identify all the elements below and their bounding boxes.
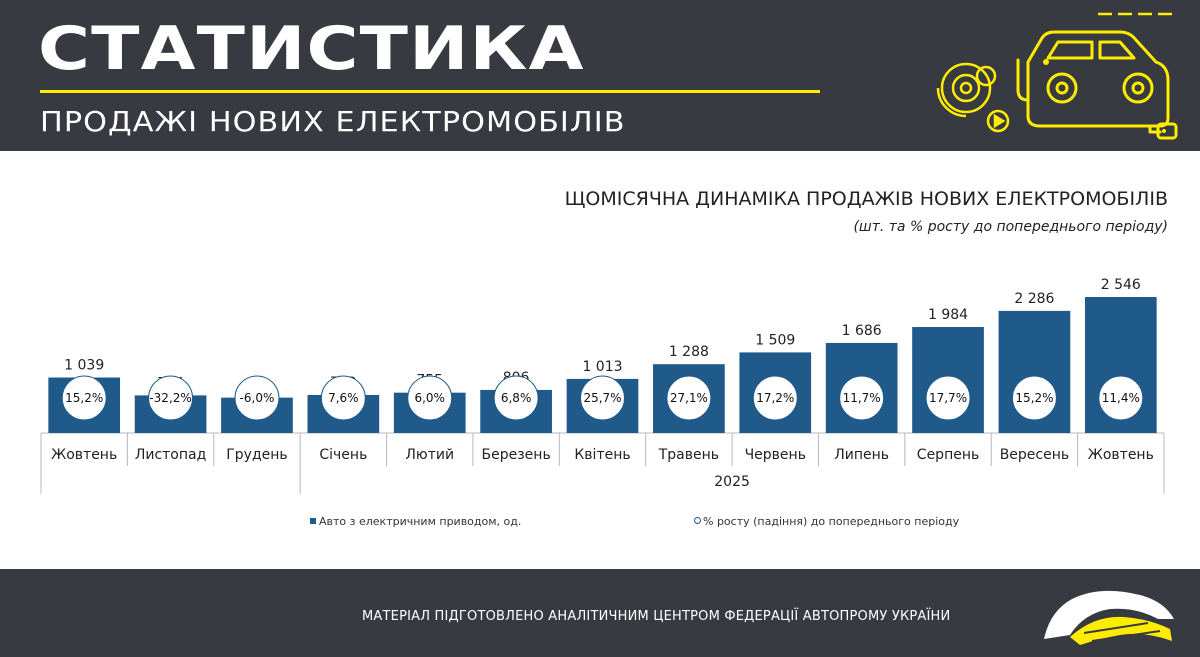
bar-value-label: 1 039 xyxy=(64,357,104,373)
growth-marker xyxy=(148,375,194,421)
growth-marker xyxy=(407,375,453,421)
chart-title: ЩОМІСЯЧНА ДИНАМІКА ПРОДАЖІВ НОВИХ ЕЛЕКТР… xyxy=(564,188,1168,210)
category-label: Листопад xyxy=(135,447,206,463)
growth-value-label: 15,2% xyxy=(1015,391,1053,405)
growth-marker xyxy=(580,375,625,421)
growth-value-label: 17,7% xyxy=(929,391,967,405)
footer-credit: МАТЕРІАЛ ПІДГОТОВЛЕНО АНАЛІТИЧНИМ ЦЕНТРО… xyxy=(362,609,951,624)
federation-logo-icon xyxy=(1044,590,1174,645)
bar-value-label: 1 013 xyxy=(582,359,622,375)
legend-growth-label: % росту (падіння) до попереднього період… xyxy=(703,515,960,528)
year-group-label: 2025 xyxy=(714,474,750,490)
category-label: Жовтень xyxy=(51,447,117,463)
growth-marker xyxy=(752,375,798,421)
bar-value-label: 1 509 xyxy=(755,332,795,348)
footer-banner: МАТЕРІАЛ ПІДГОТОВЛЕНО АНАЛІТИЧНИМ ЦЕНТРО… xyxy=(0,569,1200,657)
electric-car-illustration-icon xyxy=(936,12,1178,140)
growth-marker xyxy=(234,375,280,421)
bar-value-label: 2 286 xyxy=(1014,291,1054,307)
growth-value-label: -32,2% xyxy=(149,391,191,405)
category-label: Січень xyxy=(319,447,367,463)
growth-value-label: 6,0% xyxy=(414,391,445,405)
growth-marker xyxy=(61,375,107,421)
growth-value-label: 11,4% xyxy=(1102,391,1140,405)
bar-value-label: 1 984 xyxy=(928,307,968,323)
category-label: Квітень xyxy=(574,447,630,463)
growth-value-label: -6,0% xyxy=(240,391,275,405)
category-label: Жовтень xyxy=(1088,447,1154,463)
category-label: Березень xyxy=(482,447,551,463)
bar-chart: 1 03915,2%Жовтень704-32,2%Листопад662-6,… xyxy=(40,277,1165,494)
growth-value-label: 25,7% xyxy=(583,391,621,405)
growth-marker xyxy=(493,375,539,421)
bar-value-label: 2 546 xyxy=(1101,277,1141,293)
legend-bars: Авто з електричним приводом, од. xyxy=(310,515,521,528)
category-label: Лютий xyxy=(405,447,454,463)
growth-marker xyxy=(320,375,366,421)
category-label: Вересень xyxy=(1000,447,1069,463)
chart-subtitle: (шт. та % росту до попереднього періоду) xyxy=(853,219,1168,235)
growth-value-label: 15,2% xyxy=(65,391,103,405)
bar-value-label: 1 288 xyxy=(669,344,709,360)
legend-bars-swatch xyxy=(310,518,316,524)
growth-value-label: 6,8% xyxy=(501,391,532,405)
category-label: Червень xyxy=(745,447,806,463)
growth-marker xyxy=(839,375,885,421)
growth-marker xyxy=(666,375,712,421)
growth-marker xyxy=(1098,375,1144,421)
growth-marker xyxy=(925,375,971,421)
header-banner: СТАТИСТИКА ПРОДАЖІ НОВИХ ЕЛЕКТРОМОБІЛІВ xyxy=(0,0,1200,151)
category-label: Травень xyxy=(658,447,719,463)
bar-value-label: 1 686 xyxy=(842,323,882,339)
growth-value-label: 11,7% xyxy=(843,391,881,405)
category-label: Серпень xyxy=(917,447,979,463)
legend-growth-swatch xyxy=(694,517,701,524)
category-label: Грудень xyxy=(226,447,287,463)
page-title: СТАТИСТИКА xyxy=(38,14,585,84)
growth-value-label: 7,6% xyxy=(328,391,359,405)
category-label: Липень xyxy=(834,447,889,463)
growth-value-label: 17,2% xyxy=(756,391,794,405)
growth-marker xyxy=(1011,375,1057,421)
legend-growth: % росту (падіння) до попереднього період… xyxy=(694,515,959,528)
page-subtitle: ПРОДАЖІ НОВИХ ЕЛЕКТРОМОБІЛІВ xyxy=(40,105,626,138)
growth-value-label: 27,1% xyxy=(670,391,708,405)
legend-bars-label: Авто з електричним приводом, од. xyxy=(319,515,522,528)
title-underline xyxy=(40,90,820,93)
